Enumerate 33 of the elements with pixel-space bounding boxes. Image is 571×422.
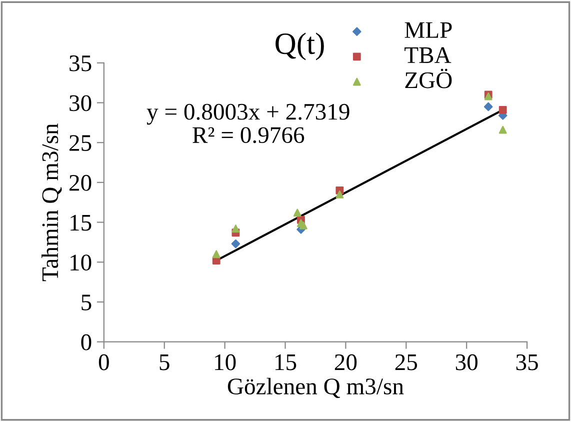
y-tick-label: 15 (70, 214, 92, 231)
y-tick-label: 20 (70, 174, 92, 191)
point (299, 222, 308, 230)
x-tick-label: 0 (98, 354, 109, 370)
x-tick-label: 35 (516, 354, 538, 370)
point (484, 102, 493, 112)
point (232, 224, 240, 233)
legend-label: MLP (404, 22, 452, 38)
annotation: y = 0.8003x + 2.7319 (146, 104, 350, 125)
point (293, 208, 302, 217)
y-tick-label: 5 (82, 294, 92, 310)
y-tick-label: 10 (70, 254, 92, 271)
x-axis-title: Gözlenen Q m3/sn (228, 378, 404, 398)
x-tick-label: 10 (215, 354, 236, 370)
x-tick-label: 20 (334, 354, 357, 370)
point (336, 190, 344, 198)
legend-label: ZGÖ (405, 68, 452, 88)
y-tick-label: 35 (70, 55, 92, 72)
x-tick-label: 25 (395, 354, 418, 370)
y-tick-label: 25 (70, 135, 92, 151)
x-tick-label: 30 (456, 354, 478, 370)
annotation: R² = 0.9766 (192, 127, 304, 144)
y-axis-title: Tahmin Q m3/sn (42, 124, 62, 282)
x-tick-label: 5 (160, 354, 170, 370)
x-tick-label: 15 (276, 354, 296, 370)
point (231, 239, 240, 248)
chart-title: Q(t) (276, 32, 324, 60)
point (498, 126, 507, 134)
y-tick-label: 0 (81, 334, 92, 350)
point (212, 250, 220, 258)
legend-label: TBA (404, 47, 452, 63)
y-tick-label: 30 (70, 95, 92, 112)
point (498, 106, 507, 114)
